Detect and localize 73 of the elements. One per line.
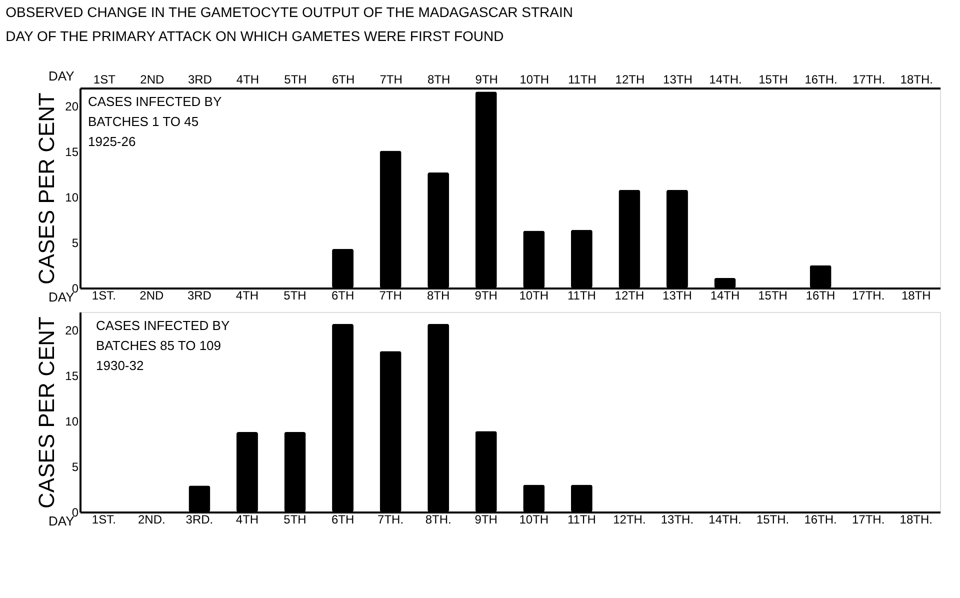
- x2-tick-label: 11TH: [568, 72, 596, 86]
- y-tick-label: 20: [65, 324, 79, 338]
- x-tick-label: 4TH: [236, 288, 259, 302]
- x-tick-label: 17TH.: [852, 512, 885, 526]
- x-tick-label: 12TH.: [613, 512, 646, 526]
- x-tick-label: 14TH: [710, 288, 740, 302]
- x-tick-label: 2ND: [140, 288, 164, 302]
- x2-tick-label: 4TH: [236, 72, 260, 86]
- x-tick-label: 8TH: [426, 288, 450, 302]
- x2-tick-label: 3RD: [188, 72, 212, 86]
- x-tick-label: 1ST.: [92, 512, 116, 526]
- x2-tick-label: 10TH: [520, 72, 550, 86]
- x2-tick-label: 12TH: [615, 72, 645, 86]
- x-tick-label: 13TH: [662, 288, 692, 302]
- x2-tick-label: 14TH.: [709, 72, 742, 86]
- x-tick-label: 10TH: [519, 288, 549, 302]
- y-tick-label: 5: [72, 460, 79, 474]
- x-tick-label: 18TH: [901, 288, 931, 302]
- x-tick-label: 1ST.: [92, 288, 116, 302]
- y-tick-label: 20: [65, 100, 79, 114]
- x2-tick-label: 2ND: [140, 72, 164, 86]
- x-tick-label: 16TH.: [804, 512, 837, 526]
- x-tick-label: 15TH.: [756, 512, 790, 526]
- x2-tick-label: 7TH: [380, 72, 402, 86]
- chart-title: OBSERVED CHANGE IN THE GAMETOCYTE OUTPUT OF THE MADAGASCAR STRAIN: [6, 4, 574, 20]
- x-tick-label: 6TH: [331, 512, 354, 526]
- x-tick-label: 11TH: [567, 512, 596, 526]
- y-tick-label: 15: [65, 369, 79, 384]
- x2-tick-label: 5TH: [284, 72, 307, 86]
- annotation: BATCHES 1 TO 45: [88, 114, 199, 129]
- x-tick-label: 6TH: [331, 288, 354, 302]
- annotation: BATCHES 85 TO 109: [96, 338, 222, 353]
- x2-tick-label: 18TH.: [900, 72, 933, 86]
- x-tick-label: 10TH: [519, 512, 549, 526]
- y-tick-label: 10: [65, 414, 79, 429]
- x2-tick-label: 8TH: [427, 72, 450, 86]
- x-tick-label: 18TH.: [900, 512, 932, 526]
- x-tick-label: 13TH.: [660, 512, 694, 526]
- annotation: 1930-32: [96, 358, 144, 373]
- x-tick-label: 12TH: [614, 288, 644, 302]
- x2-tick-label: 16TH.: [804, 72, 838, 86]
- x-tick-label: 2ND.: [138, 512, 166, 526]
- chart-subtitle: DAY OF THE PRIMARY ATTACK ON WHICH GAMETES WERE FIRST FOUND: [6, 28, 504, 44]
- x-tick-label: 8TH.: [425, 512, 452, 526]
- x-tick-label: 14TH.: [708, 512, 742, 526]
- x2-tick-label: 9TH: [475, 72, 498, 86]
- x-tick-label: 7TH: [379, 288, 402, 302]
- x-tick-label: 7TH.: [378, 512, 404, 526]
- x-tick-label: 4TH: [236, 512, 259, 526]
- x-tick-label: 3RD: [187, 288, 212, 302]
- y-axis-title: CASES PER CENT: [34, 316, 60, 508]
- x-tick-label: 3RD.: [186, 512, 214, 526]
- x-tick-label: 9TH: [474, 512, 498, 526]
- x2-tick-label: 1ST: [93, 72, 116, 86]
- x-tick-label: 16TH: [806, 288, 836, 302]
- x2-tick-label: 17TH.: [852, 72, 886, 86]
- x-tick-label: 9TH: [474, 288, 498, 302]
- x2-axis-title: DAY: [48, 68, 75, 84]
- x-tick-label: 15TH: [758, 288, 788, 302]
- x-tick-label: 5TH: [284, 512, 306, 526]
- y-tick-label: 10: [65, 190, 79, 205]
- annotation: CASES INFECTED BY: [88, 94, 222, 109]
- x-tick-label: 5TH: [284, 288, 306, 302]
- x2-tick-label: 13TH: [663, 72, 692, 86]
- x-tick-label: 17TH.: [852, 288, 885, 302]
- x-tick-label: 11TH: [567, 288, 596, 302]
- y-tick-label: 5: [72, 236, 79, 250]
- y-tick-label: 15: [65, 145, 79, 160]
- annotation: 1925-26: [88, 134, 136, 149]
- x2-tick-label: 6TH: [332, 72, 355, 86]
- y-axis-title: CASES PER CENT: [34, 92, 60, 284]
- x2-tick-label: 15TH: [758, 72, 788, 86]
- annotation: CASES INFECTED BY: [96, 318, 230, 333]
